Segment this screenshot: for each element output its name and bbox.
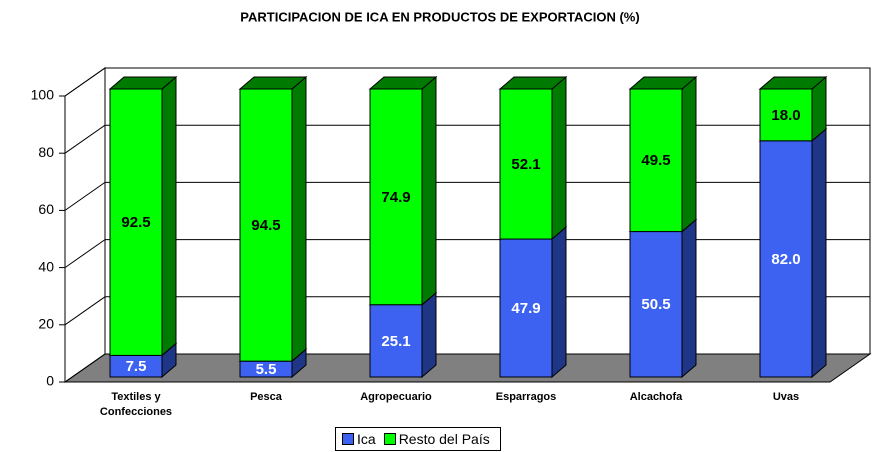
x-tick-label: Alcachofa [629, 391, 683, 403]
data-label: 5.5 [256, 361, 277, 378]
grid-line [64, 124, 106, 154]
legend-label: Ica [357, 431, 376, 447]
data-label: 52.1 [511, 156, 540, 173]
x-tick-label: Textiles y Confecciones [99, 391, 173, 418]
bar-segment: 49.5 [628, 75, 698, 233]
legend: Ica Resto del País [335, 427, 501, 451]
grid-line [64, 353, 106, 383]
bar-segment: 25.1 [368, 291, 438, 379]
legend-swatch [342, 433, 354, 445]
data-label: 49.5 [641, 152, 670, 169]
bar [629, 88, 683, 233]
bar-side [161, 75, 177, 357]
y-tick-label: 20 [38, 316, 54, 332]
bar [239, 88, 293, 362]
data-label: 82.0 [771, 251, 800, 268]
y-tick-label: 60 [38, 201, 54, 217]
bar-side [551, 225, 567, 379]
grid-line [64, 181, 106, 211]
side-wall [64, 67, 106, 383]
floor [63, 353, 872, 383]
grid-line [64, 67, 106, 97]
bar-side [421, 291, 437, 379]
bar [629, 231, 683, 378]
bar-segment: 50.5 [628, 218, 698, 379]
bar-side [421, 75, 437, 306]
data-label: 74.9 [381, 189, 410, 206]
x-tick-label: Agropecuario [360, 391, 432, 403]
chart-title: PARTICIPACION DE ICA EN PRODUCTOS DE EXP… [240, 9, 639, 24]
data-label: 25.1 [381, 333, 410, 350]
back-wall [104, 67, 871, 355]
bar [369, 88, 423, 306]
y-tick-label: 0 [46, 373, 54, 389]
x-tick-label: Esparragos [495, 391, 557, 403]
legend-label: Resto del País [398, 431, 490, 447]
bar [759, 88, 813, 142]
bar [499, 88, 553, 240]
legend-swatch [383, 433, 396, 445]
grid-line [64, 239, 106, 269]
bar-segment: 94.5 [238, 75, 308, 363]
x-tick-label: Uvas [772, 391, 800, 403]
bar [109, 88, 163, 356]
bar-segment: 82.0 [758, 127, 828, 379]
y-tick-label: 100 [31, 87, 55, 103]
bar-segment: 47.9 [498, 225, 568, 379]
y-tick-label: 40 [38, 258, 54, 274]
bar-side [811, 127, 827, 379]
bar-segment: 92.5 [108, 75, 178, 357]
data-label: 92.5 [121, 214, 150, 231]
bar-side [551, 75, 567, 241]
bar-side [291, 75, 307, 363]
data-label: 47.9 [511, 300, 540, 317]
bar-segment: 74.9 [368, 75, 438, 306]
data-label: 7.5 [126, 358, 147, 375]
legend-item: Resto del País [383, 431, 490, 447]
bar-segment: 18.0 [758, 75, 828, 142]
bar [499, 238, 553, 378]
grid-line [64, 296, 106, 326]
bar-side [681, 75, 697, 233]
y-tick-label: 80 [38, 144, 54, 160]
data-label: 18.0 [771, 107, 800, 124]
data-label: 50.5 [641, 296, 670, 313]
x-tick-label: Pesca [250, 391, 282, 403]
bar-segment: 52.1 [498, 75, 568, 241]
data-label: 94.5 [251, 217, 280, 234]
legend-item: Ica [342, 431, 376, 447]
bar-side [681, 218, 697, 379]
bar [759, 140, 813, 378]
bar [369, 304, 423, 378]
